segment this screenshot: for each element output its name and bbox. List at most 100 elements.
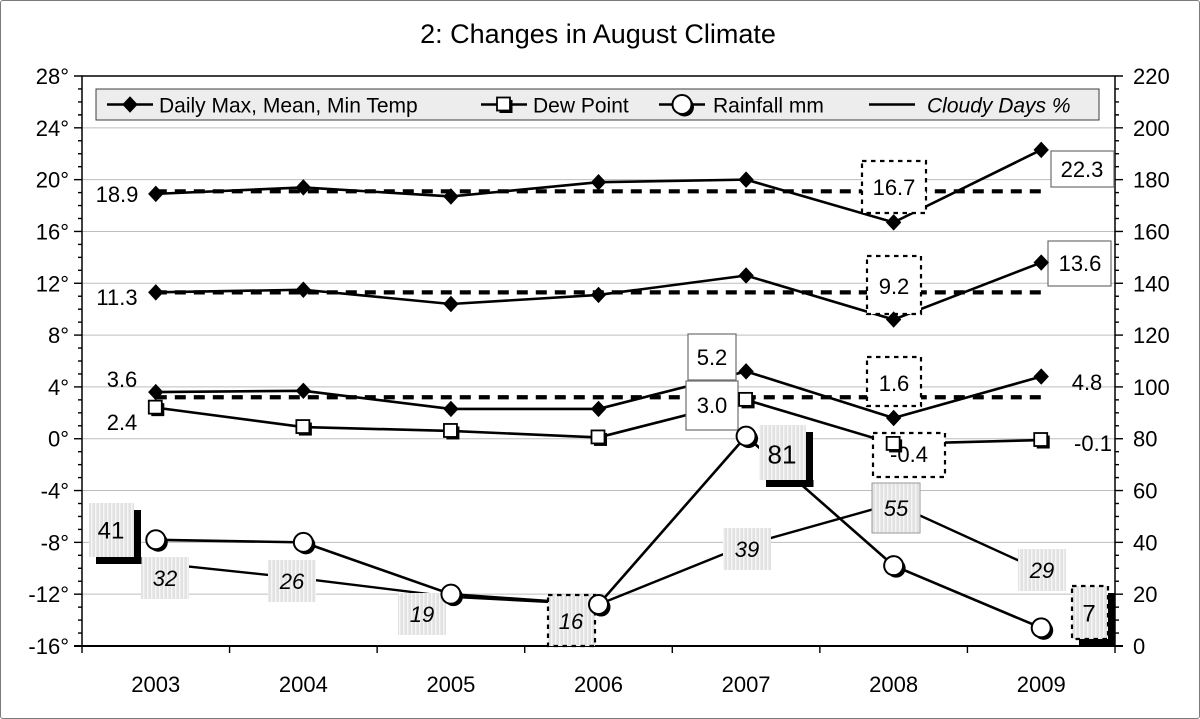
svg-text:11.3: 11.3 <box>96 285 137 310</box>
series-markers <box>145 141 1054 640</box>
gridlines <box>82 127 1115 595</box>
data-label-22.3: 22.3 <box>1050 150 1115 188</box>
svg-text:22.3: 22.3 <box>1061 157 1104 182</box>
data-label-5.2: 5.2 <box>687 333 737 381</box>
chart-title: 2: Changes in August Climate <box>420 19 776 49</box>
data-label-2.4: 2.4 <box>107 410 138 435</box>
left-axis-tick-label: -8° <box>41 530 69 555</box>
left-axis-tick-label: -12° <box>28 582 69 607</box>
svg-text:16.7: 16.7 <box>873 175 916 200</box>
svg-text:5.2: 5.2 <box>697 345 728 370</box>
data-label-3.6: 3.6 <box>107 367 138 392</box>
legend-entry-2: Dew Point <box>481 95 629 118</box>
svg-text:32: 32 <box>153 566 177 591</box>
svg-text:1.6: 1.6 <box>879 371 910 396</box>
right-axis-tick-label: 80 <box>1133 427 1157 452</box>
markers-dew-point <box>147 391 1050 453</box>
plot-border <box>81 75 1116 647</box>
data-label-16.7: 16.7 <box>860 159 928 215</box>
x-axis-tick-label: 2004 <box>279 672 328 697</box>
right-axis-tick-label: 60 <box>1133 479 1157 504</box>
svg-text:13.6: 13.6 <box>1059 251 1102 276</box>
right-axis-tick-label: 160 <box>1133 219 1170 244</box>
data-label-55: 55 <box>871 482 921 534</box>
left-axis-tick-label: -4° <box>41 479 69 504</box>
legend-diamond-icon <box>122 96 138 113</box>
x-axis-tick-label: 2008 <box>869 672 918 697</box>
data-label-11.3: 11.3 <box>96 285 137 310</box>
svg-text:7: 7 <box>1082 601 1095 628</box>
left-axis-tick-label: 8° <box>48 323 69 348</box>
data-label-19: 19 <box>398 593 446 635</box>
markers-rainfall-mm <box>145 425 1054 640</box>
right-axis-tick-label: 40 <box>1133 530 1157 555</box>
data-label-13.6: 13.6 <box>1047 240 1112 287</box>
svg-text:55: 55 <box>884 496 909 521</box>
data-label--0.4: -0.4 <box>871 431 947 479</box>
data-label-41: 41 <box>89 503 142 564</box>
legend-label: Dew Point <box>533 95 629 118</box>
legend-label: Rainfall mm <box>713 95 824 118</box>
x-axis-tick-label: 2009 <box>1017 672 1066 697</box>
svg-text:-0.1: -0.1 <box>1074 431 1112 456</box>
data-labels: 18.9 11.3 3.6 2.4 22.3 16.7 13.6 9.2 5.2 3.0 1.6 -0… <box>89 150 1116 648</box>
right-axis-tick-label: 120 <box>1133 323 1170 348</box>
svg-text:29: 29 <box>1029 558 1054 583</box>
svg-text:16: 16 <box>559 609 584 634</box>
svg-text:41: 41 <box>98 518 125 545</box>
legend-circle-icon <box>671 94 694 117</box>
left-axis-tick-label: 28° <box>36 64 69 89</box>
data-label-16: 16 <box>546 593 597 648</box>
legend-label: Daily Max, Mean, Min Temp <box>159 95 418 118</box>
data-label-29: 29 <box>1018 549 1066 591</box>
legend-square-icon <box>496 96 513 113</box>
markers-daily-mean-temp <box>148 254 1049 328</box>
x-axis-tick-label: 2007 <box>722 672 771 697</box>
data-label-7: 7 <box>1070 584 1116 646</box>
left-axis-tick-label: -16° <box>28 634 69 659</box>
data-label-9.2: 9.2 <box>865 254 923 316</box>
left-axis-tick-label: 20° <box>36 168 69 193</box>
svg-text:19: 19 <box>410 602 434 627</box>
axes: 28° 24° 20° 16° 12° 8° 4° 0° -4° -8° -12° -16° 220 20… <box>28 64 1169 697</box>
svg-text:3.6: 3.6 <box>107 367 138 392</box>
legend: Daily Max, Mean, Min Temp Dew Point Rainfa… <box>95 88 1100 121</box>
right-axis-tick-label: 20 <box>1133 582 1157 607</box>
right-axis-tick-label: 200 <box>1133 116 1170 141</box>
svg-text:26: 26 <box>279 569 305 594</box>
data-label-4.8: 4.8 <box>1072 370 1103 395</box>
right-axis-tick-label: 100 <box>1133 375 1170 400</box>
data-label--0.1: -0.1 <box>1074 431 1112 456</box>
legend-label: Cloudy Days % <box>927 95 1071 118</box>
legend-entry-3: Rainfall mm <box>659 94 824 118</box>
left-axis-tick-label: 24° <box>36 116 69 141</box>
legend-entry-4: Cloudy Days % <box>869 95 1071 118</box>
left-axis-tick-label: 0° <box>48 427 69 452</box>
data-label-18.9: 18.9 <box>96 182 139 207</box>
svg-text:4.8: 4.8 <box>1072 370 1103 395</box>
data-label-3.0: 3.0 <box>685 380 739 431</box>
svg-text:3.0: 3.0 <box>697 393 728 418</box>
svg-text:81: 81 <box>768 439 797 469</box>
svg-text:2.4: 2.4 <box>107 410 138 435</box>
right-axis-tick-label: 0 <box>1133 634 1145 659</box>
right-axis-tick-label: 140 <box>1133 271 1170 296</box>
data-label-81: 81 <box>759 425 814 487</box>
legend-entry-1: Daily Max, Mean, Min Temp <box>107 95 418 118</box>
svg-text:39: 39 <box>735 537 759 562</box>
right-axis-tick-label: 180 <box>1133 168 1170 193</box>
svg-text:18.9: 18.9 <box>96 182 139 207</box>
data-label-39: 39 <box>723 528 771 570</box>
left-axis-tick-label: 4° <box>48 375 69 400</box>
x-axis-tick-label: 2005 <box>426 672 475 697</box>
right-axis-tick-label: 220 <box>1133 64 1170 89</box>
data-label-1.6: 1.6 <box>865 355 923 408</box>
markers-daily-max-temp <box>148 141 1049 231</box>
legend-box <box>95 88 1100 121</box>
svg-text:9.2: 9.2 <box>879 274 910 299</box>
left-axis-tick-label: 16° <box>36 219 69 244</box>
x-axis-tick-label: 2006 <box>574 672 623 697</box>
data-label-26: 26 <box>268 560 316 602</box>
